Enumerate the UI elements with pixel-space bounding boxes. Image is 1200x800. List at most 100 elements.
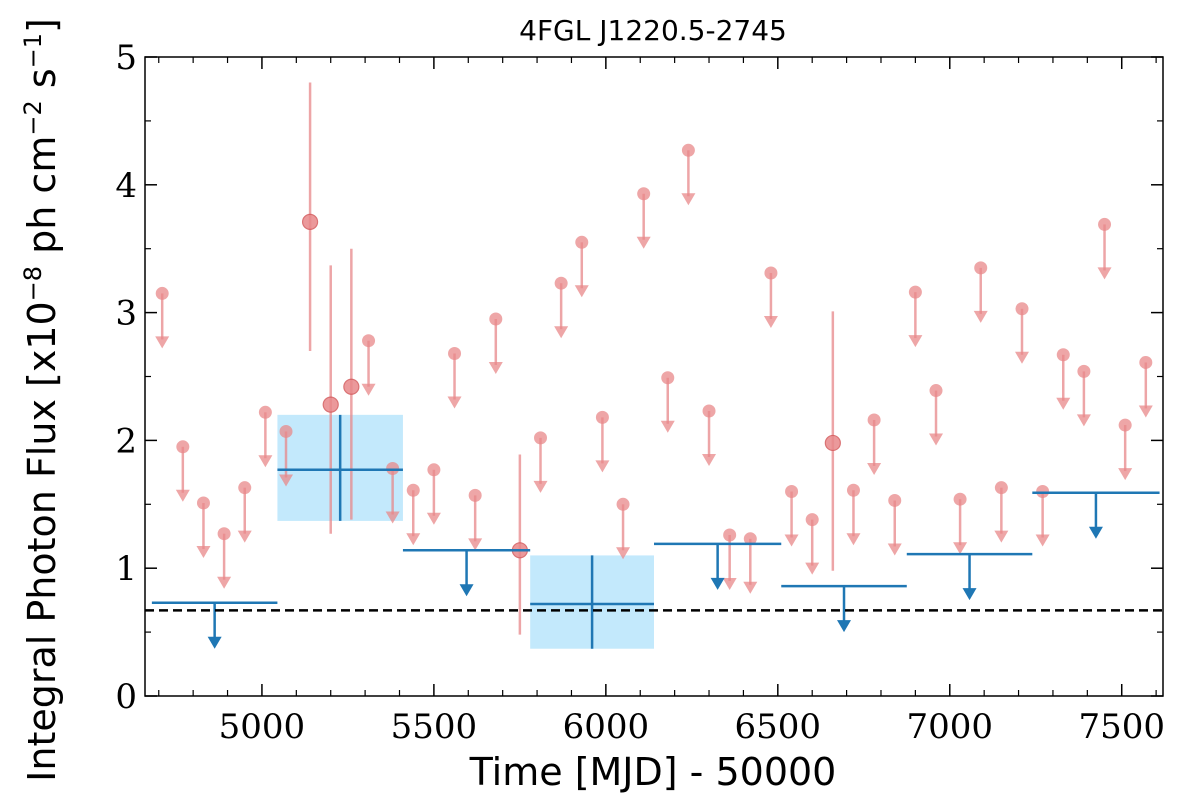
short-upper-limit-point bbox=[723, 528, 737, 542]
short-upper-limit-point bbox=[1098, 217, 1112, 231]
short-upper-limit-arrow bbox=[953, 542, 968, 555]
short-upper-limit-arrow bbox=[533, 480, 548, 493]
y-axis-label: Integral Photon Flux [x10−8 ph cm−2 s−1] bbox=[19, 18, 64, 782]
short-upper-limit-point bbox=[681, 143, 695, 157]
long-upper-limit-arrow bbox=[710, 577, 725, 590]
long-upper-limit-arrow bbox=[837, 620, 852, 633]
y-tick-label: 4 bbox=[115, 166, 137, 206]
short-upper-limit-arrow bbox=[994, 530, 1009, 543]
short-upper-limit-point bbox=[867, 413, 881, 427]
short-upper-limit-arrow bbox=[574, 285, 589, 298]
short-upper-limit-point bbox=[196, 496, 210, 510]
short-upper-limit-point bbox=[217, 527, 231, 541]
short-upper-limit-arrow bbox=[406, 533, 421, 546]
y-tick-label: 3 bbox=[115, 294, 137, 334]
short-upper-limit-point bbox=[994, 481, 1008, 495]
short-upper-limit-point bbox=[362, 334, 376, 348]
short-upper-limit-point bbox=[155, 286, 169, 300]
short-upper-limit-point bbox=[554, 276, 568, 290]
short-upper-limit-point bbox=[448, 346, 462, 360]
x-tick-label: 5000 bbox=[219, 707, 306, 747]
short-upper-limit-point bbox=[238, 481, 252, 495]
short-upper-limit-arrow bbox=[1118, 468, 1133, 481]
short-upper-limit-point bbox=[427, 463, 441, 477]
short-bin-series bbox=[155, 82, 1153, 635]
short-upper-limit-arrow bbox=[1076, 414, 1091, 427]
short-upper-limit-point bbox=[489, 312, 503, 326]
long-upper-limit-arrow bbox=[1088, 526, 1103, 539]
short-upper-limit-point bbox=[1139, 355, 1153, 369]
short-upper-limit-arrow bbox=[468, 538, 483, 551]
short-detection-point bbox=[824, 434, 841, 452]
x-axis-label: Time [MJD] - 50000 bbox=[469, 750, 837, 794]
short-upper-limit-arrow bbox=[217, 576, 232, 589]
short-upper-limit-point bbox=[386, 462, 400, 476]
short-upper-limit-point bbox=[468, 488, 482, 502]
y-tick-label: 5 bbox=[115, 38, 137, 78]
short-upper-limit-arrow bbox=[447, 396, 462, 409]
short-upper-limit-arrow bbox=[155, 336, 170, 349]
short-detection-point bbox=[301, 213, 319, 230]
x-tick-label: 7500 bbox=[1078, 707, 1165, 747]
short-upper-limit-arrow bbox=[385, 511, 400, 524]
short-upper-limit-point bbox=[258, 405, 272, 419]
short-upper-limit-arrow bbox=[258, 455, 273, 468]
short-upper-limit-arrow bbox=[805, 562, 820, 575]
short-upper-limit-point bbox=[534, 431, 548, 445]
short-upper-limit-point bbox=[953, 492, 967, 506]
short-upper-limit-arrow bbox=[175, 489, 190, 502]
short-upper-limit-point bbox=[1077, 364, 1091, 378]
y-tick-label: 1 bbox=[115, 549, 137, 589]
long-bin-series bbox=[151, 414, 1160, 649]
short-upper-limit-point bbox=[702, 404, 716, 418]
short-upper-limit-point bbox=[595, 410, 609, 424]
short-upper-limit-arrow bbox=[681, 193, 696, 206]
long-upper-limit-arrow bbox=[459, 584, 474, 597]
x-tick-label: 7000 bbox=[907, 707, 994, 747]
long-upper-limit-arrow bbox=[207, 636, 222, 649]
short-upper-limit-arrow bbox=[1014, 351, 1029, 364]
short-upper-limit-arrow bbox=[636, 236, 651, 249]
short-detection-point bbox=[343, 378, 360, 395]
short-upper-limit-arrow bbox=[595, 460, 610, 473]
short-upper-limit-point bbox=[406, 483, 420, 497]
x-tick-label: 6500 bbox=[735, 707, 822, 747]
long-upper-limit-arrow bbox=[962, 588, 977, 601]
short-upper-limit-point bbox=[764, 266, 778, 280]
short-upper-limit-point bbox=[888, 493, 902, 507]
short-upper-limit-point bbox=[176, 440, 190, 454]
short-upper-limit-point bbox=[908, 285, 922, 299]
short-upper-limit-arrow bbox=[1056, 397, 1071, 410]
short-upper-limit-arrow bbox=[279, 474, 294, 487]
short-upper-limit-arrow bbox=[1035, 534, 1050, 547]
short-upper-limit-arrow bbox=[973, 310, 988, 323]
short-upper-limit-arrow bbox=[908, 335, 923, 348]
short-upper-limit-arrow bbox=[722, 577, 737, 590]
short-upper-limit-point bbox=[805, 513, 819, 527]
short-upper-limit-arrow bbox=[763, 315, 778, 328]
short-upper-limit-arrow bbox=[361, 383, 376, 396]
short-detection-point bbox=[322, 396, 339, 413]
short-upper-limit-arrow bbox=[784, 534, 799, 547]
short-upper-limit-point bbox=[743, 532, 757, 546]
short-upper-limit-arrow bbox=[616, 547, 631, 560]
short-upper-limit-point bbox=[785, 485, 799, 499]
short-upper-limit-arrow bbox=[237, 530, 252, 543]
short-upper-limit-arrow bbox=[554, 326, 569, 339]
long-bin-bands bbox=[277, 414, 654, 649]
short-upper-limit-arrow bbox=[743, 581, 758, 594]
x-tick-label: 6000 bbox=[563, 707, 650, 747]
short-upper-limit-arrow bbox=[660, 420, 675, 433]
axis-ticks: 5000 5500 6000 6500 7000 7500 0 1 2 3 4 5 bbox=[115, 38, 1165, 747]
short-upper-limit-arrow bbox=[867, 462, 882, 475]
short-upper-limit-point bbox=[1056, 348, 1070, 362]
short-upper-limit-arrow bbox=[1138, 405, 1153, 418]
short-upper-limit-point bbox=[637, 187, 651, 201]
y-tick-label: 0 bbox=[115, 677, 137, 717]
short-upper-limit-arrow bbox=[846, 533, 861, 546]
short-upper-limit-point bbox=[1015, 302, 1029, 316]
short-upper-limit-arrow bbox=[702, 454, 717, 467]
short-upper-limit-point bbox=[661, 371, 675, 385]
short-upper-limit-arrow bbox=[196, 546, 211, 559]
